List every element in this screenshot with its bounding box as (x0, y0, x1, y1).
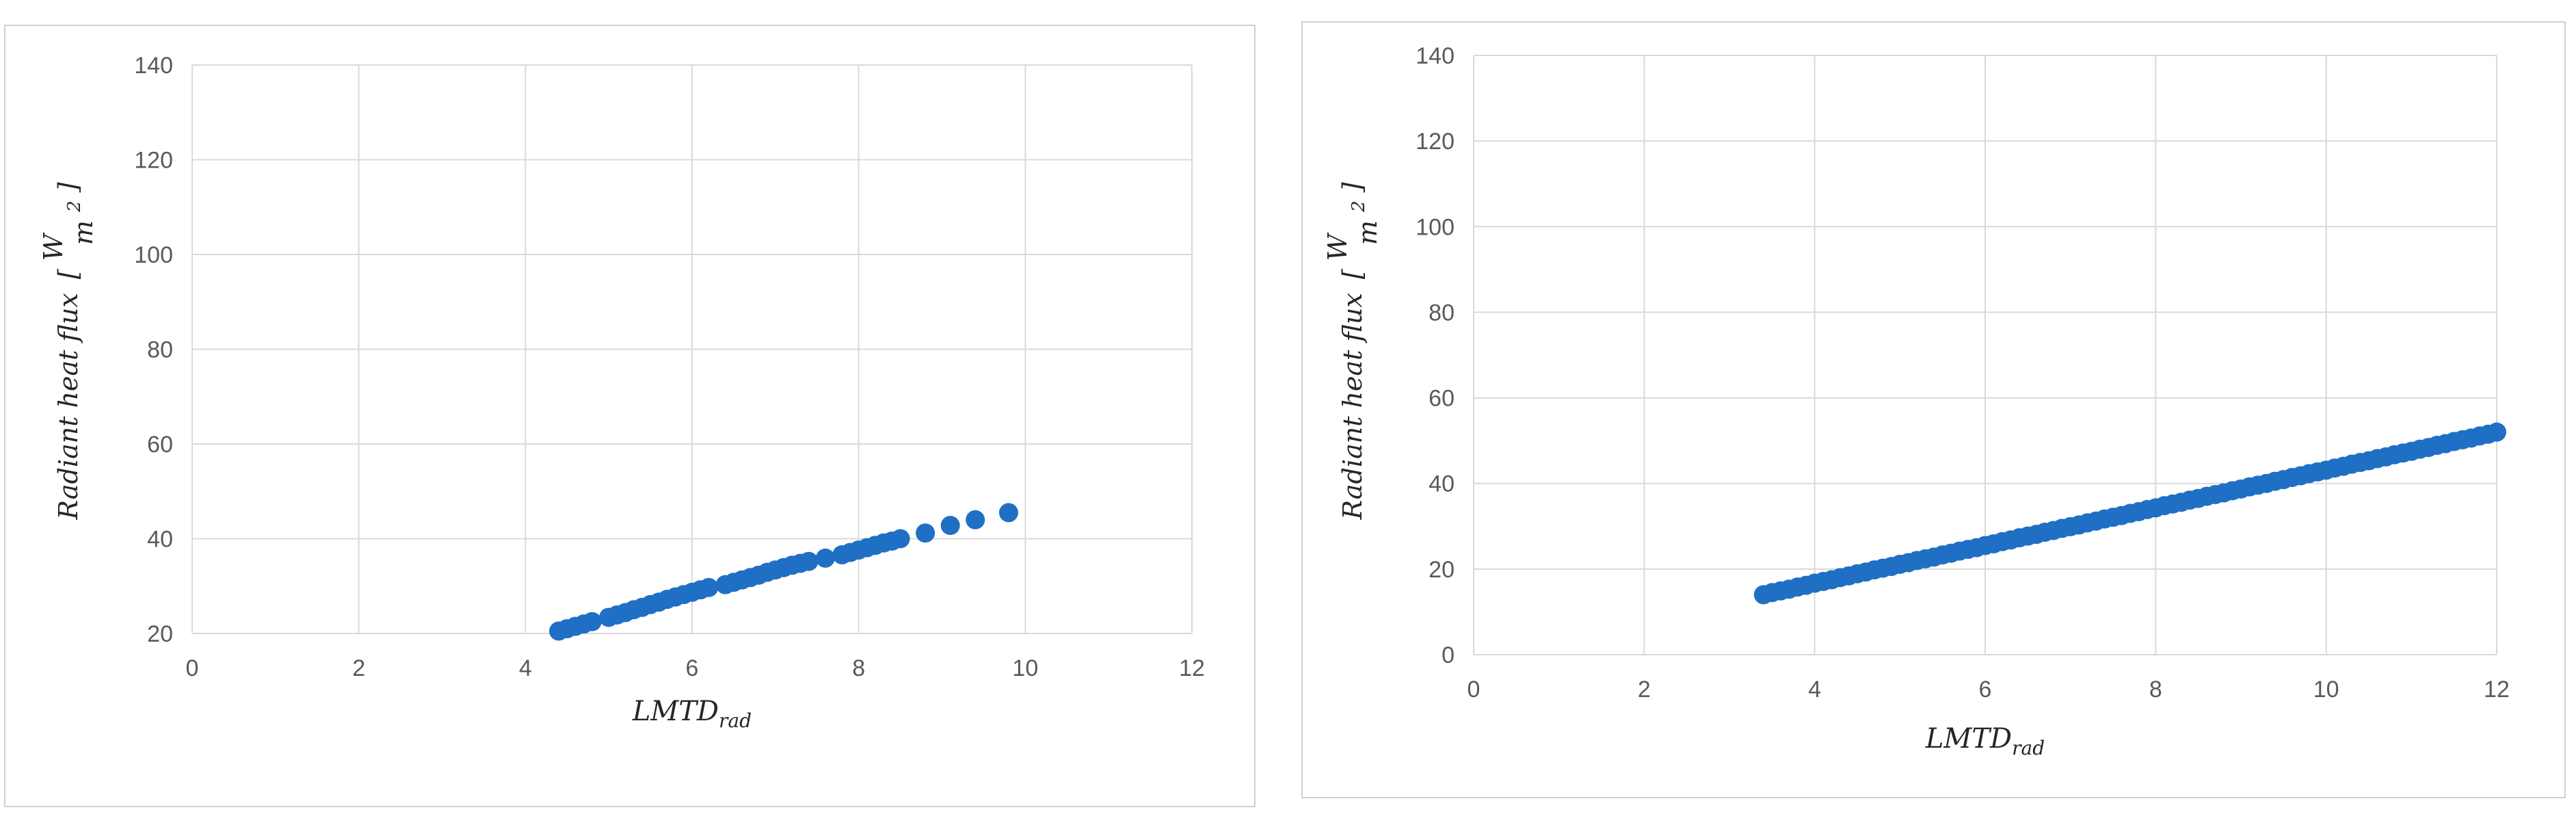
y-tick-label: 140 (134, 53, 173, 79)
x-tick-label: 8 (2149, 677, 2162, 703)
scatter-chart-right: 0 20 40 60 80 100 120 140 0 2 4 6 8 10 12 LMTDrad Radi… (1323, 43, 2510, 759)
data-point (940, 516, 960, 536)
y-tick-label: 100 (134, 242, 173, 268)
x-tick-label: 4 (519, 655, 532, 681)
data-point (916, 523, 935, 543)
x-tick-label: 2 (1638, 677, 1651, 703)
svg-text:Radiant heat flux [: Radiant heat flux [ W m 2 ] (1323, 182, 1383, 520)
x-tick-label: 12 (1179, 655, 1205, 681)
chart-panel-left: 20 40 60 80 100 120 140 0 2 4 6 8 10 12 LMTDrad Radia… (4, 25, 1256, 807)
svg-text:Radiant heat flux [: Radiant heat flux [ W m 2 ] (38, 182, 98, 520)
chart-panel-right: 0 20 40 60 80 100 120 140 0 2 4 6 8 10 12 LMTDrad Radi… (1301, 21, 2566, 798)
y-tick-label: 20 (147, 621, 173, 647)
data-point (998, 503, 1018, 523)
y-tick-label: 120 (134, 148, 173, 174)
data-point (966, 510, 985, 529)
y-tick-label: 60 (147, 432, 173, 458)
x-tick-label: 10 (2313, 677, 2339, 703)
data-point (582, 612, 602, 631)
x-tick-label: 12 (2484, 677, 2510, 703)
scatter-chart-left: 20 40 60 80 100 120 140 0 2 4 6 8 10 12 LMTDrad Radia… (38, 53, 1205, 732)
x-tick-label: 4 (1808, 677, 1821, 703)
y-axis-label: Radiant heat flux [ W m 2 ] (1323, 182, 1383, 520)
x-axis-label: LMTDrad (1925, 723, 2045, 759)
y-tick-label: 120 (1416, 129, 1455, 155)
x-tick-label: 8 (852, 655, 865, 681)
y-tick-label: 80 (1429, 300, 1455, 326)
x-tick-label: 6 (686, 655, 699, 681)
x-axis-label: LMTDrad (632, 696, 752, 732)
x-tick-label: 6 (1979, 677, 1992, 703)
x-tick-label: 0 (186, 655, 199, 681)
y-axis-label: Radiant heat flux [ W m 2 ] (38, 182, 98, 520)
x-tick-label: 2 (352, 655, 365, 681)
y-tick-label: 60 (1429, 386, 1455, 412)
x-tick-label: 10 (1012, 655, 1038, 681)
y-axis-label-text: Radiant heat flux (53, 293, 83, 520)
y-tick-label: 40 (147, 527, 173, 553)
x-tick-label: 0 (1468, 677, 1480, 703)
y-tick-label: 140 (1416, 43, 1455, 69)
data-point (815, 548, 835, 568)
y-tick-label: 80 (147, 337, 173, 363)
data-point (699, 577, 719, 597)
y-tick-label: 100 (1416, 214, 1455, 240)
y-tick-label: 0 (1442, 642, 1455, 668)
data-point (890, 529, 910, 549)
y-tick-label: 40 (1429, 471, 1455, 497)
y-axis-label-text: Radiant heat flux (1338, 293, 1368, 520)
data-point (799, 551, 819, 571)
data-point (2487, 422, 2506, 442)
y-tick-label: 20 (1429, 557, 1455, 583)
